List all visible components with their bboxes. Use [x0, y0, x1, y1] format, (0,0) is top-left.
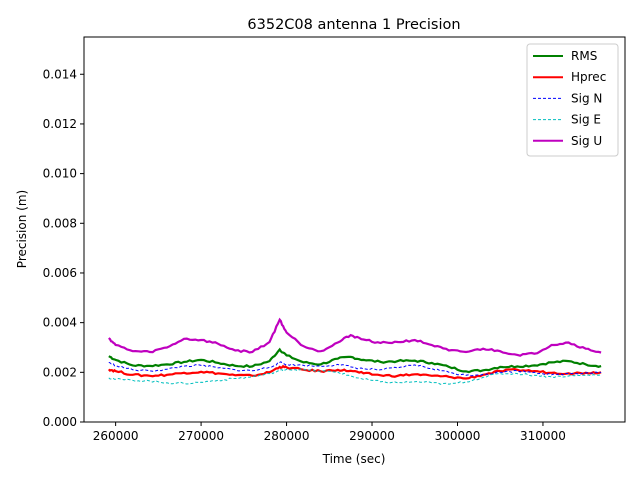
x-tick-label: 300000 [435, 429, 481, 443]
y-tick-label: 0.002 [43, 365, 77, 379]
legend-label-sig-e: Sig E [571, 113, 601, 127]
series-line-sig-e [108, 368, 602, 385]
legend-label-hprec: Hprec [571, 70, 606, 84]
y-tick-label: 0.014 [43, 67, 77, 81]
legend-label-rms: RMS [571, 49, 597, 63]
x-tick-label: 270000 [178, 429, 224, 443]
legend-box [526, 43, 619, 157]
series-line-hprec [107, 364, 602, 380]
y-axis-label: Precision (m) [15, 190, 29, 268]
x-tick-label: 290000 [349, 429, 395, 443]
legend-label-sig-u: Sig U [571, 134, 602, 148]
y-tick-label: 0.012 [43, 117, 77, 131]
series-line-rms [108, 347, 602, 374]
x-tick-label: 280000 [264, 429, 310, 443]
plot-frame [83, 36, 626, 423]
x-axis-label: Time (sec) [322, 452, 386, 466]
x-tick-label: 260000 [93, 429, 139, 443]
y-tick-label: 0.010 [43, 167, 77, 181]
chart-title: 6352C08 antenna 1 Precision [247, 17, 460, 33]
series-line-sig-u [108, 317, 602, 357]
y-tick-label: 0.008 [43, 216, 77, 230]
y-tick-label: 0.004 [43, 316, 77, 330]
legend: RMS Hprec Sig N Sig E Sig U [526, 43, 619, 157]
x-axis: 260000 270000 280000 290000 300000 310000 [93, 422, 566, 443]
x-tick-label: 310000 [520, 429, 566, 443]
y-tick-label: 0.000 [43, 415, 77, 429]
y-tick-label: 0.006 [43, 266, 77, 280]
y-axis: 0.000 0.002 0.004 0.006 0.008 0.010 0.012 0.014 [43, 67, 84, 429]
series-line-sig-n [108, 361, 602, 377]
legend-label-sig-n: Sig N [571, 91, 602, 105]
